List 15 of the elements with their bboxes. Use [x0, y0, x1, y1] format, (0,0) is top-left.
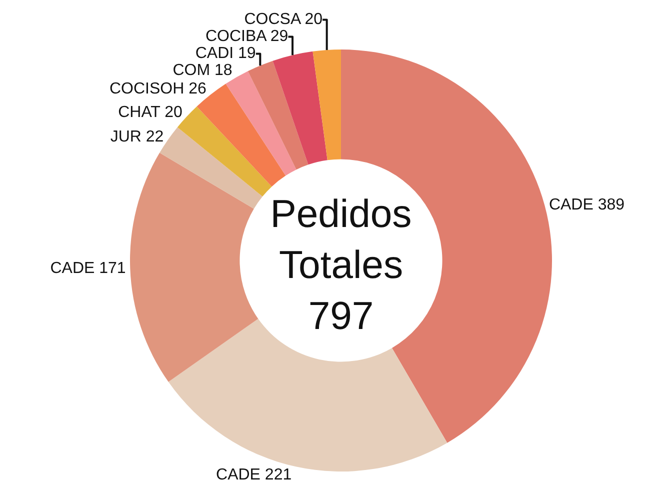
text: Pedidos Totales 797	[270, 193, 412, 338]
donut-slice	[312, 50, 341, 160]
slice-label: COCISOH 26	[109, 80, 207, 98]
slice-label: COCSA 20	[244, 11, 323, 28]
slice-label: COM 18	[172, 62, 232, 80]
slice-label: CADI 19	[195, 45, 256, 62]
slice-label: CADE 389	[548, 196, 625, 214]
slice-label: CHAT 20	[118, 104, 182, 122]
donut-slice	[272, 51, 328, 165]
slice-label: JUR 22	[110, 128, 164, 146]
slice-label: CADE 221	[216, 466, 292, 484]
slice-label: COCIBA 29	[205, 28, 288, 46]
slice-label: CADE 171	[50, 260, 126, 278]
donut-slice	[248, 60, 308, 170]
donut-slice	[130, 152, 258, 382]
